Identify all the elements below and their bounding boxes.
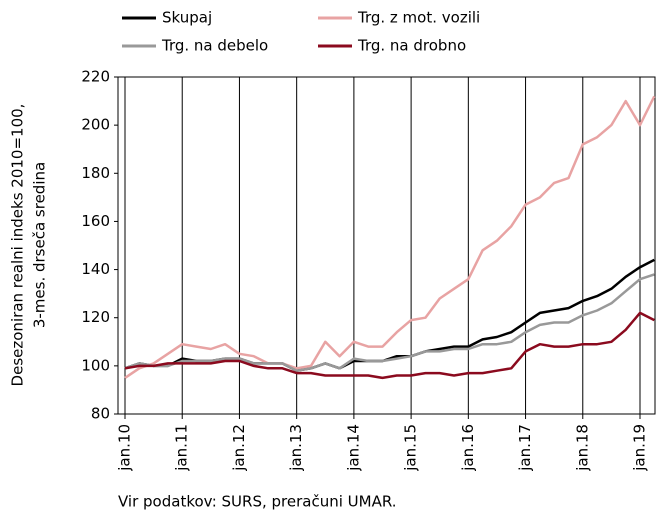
plot-frame [117, 76, 656, 415]
series-line [124, 311, 655, 380]
x-tick-label: jan.11 [173, 424, 191, 472]
x-tick-label: jan.14 [344, 424, 362, 472]
y-tick-label: 120 [81, 308, 110, 326]
x-tick-label: jan.12 [230, 424, 248, 472]
legend-label: Trg. na debelo [161, 37, 268, 55]
x-tick-label: jan.19 [631, 424, 649, 472]
y-axis-label: 3-mes. drseča sredina [31, 162, 49, 328]
legend-label: Skupaj [162, 9, 212, 27]
y-axis-label: Desezoniran realni indeks 2010=100, [9, 104, 27, 387]
x-tick-label: jan.18 [573, 424, 591, 472]
series-line [124, 95, 656, 379]
x-tick-label: jan.10 [116, 424, 134, 472]
series-line [124, 258, 655, 372]
y-tick-label: 160 [81, 212, 110, 230]
y-tick-label: 200 [81, 116, 110, 134]
x-tick-label: jan.15 [402, 424, 420, 472]
legend-label: Trg. z mot. vozili [357, 9, 480, 27]
y-tick-label: 80 [91, 405, 110, 423]
y-tick-label: 220 [81, 68, 110, 86]
y-tick-label: 140 [81, 260, 110, 278]
x-tick-label: jan.13 [287, 424, 305, 472]
legend-label: Trg. na drobno [357, 37, 466, 55]
x-tick-label: jan.17 [516, 424, 534, 472]
source-note: Vir podatkov: SURS, preračuni UMAR. [118, 493, 397, 511]
y-tick-label: 180 [81, 164, 110, 182]
x-tick-label: jan.16 [459, 424, 477, 472]
y-tick-label: 100 [81, 356, 110, 374]
series-line [124, 273, 655, 372]
